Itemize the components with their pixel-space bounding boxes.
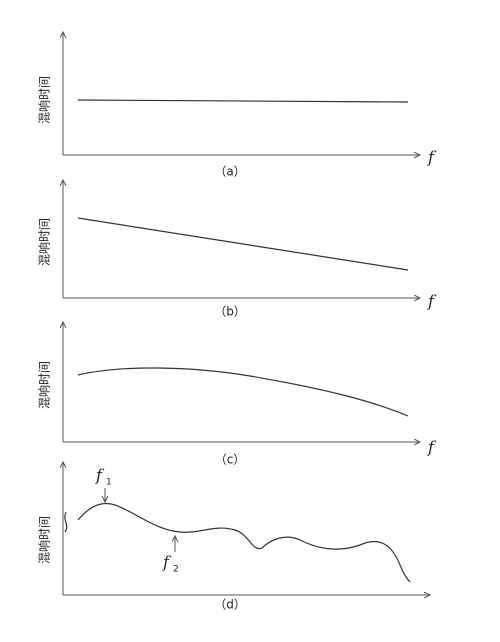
x-label: f bbox=[427, 438, 437, 457]
panel-d: 混响时间 （d） f 1 f 2 bbox=[37, 462, 431, 612]
caption: （a） bbox=[214, 165, 245, 179]
y-label: 混响时间 bbox=[37, 516, 52, 564]
x-label: f bbox=[427, 148, 437, 167]
caption: （d） bbox=[214, 598, 246, 612]
marker-sub: 2 bbox=[173, 565, 179, 575]
panel-a: 混响时间 f （a） bbox=[37, 32, 437, 179]
panel-c: 混响时间 f （c） bbox=[37, 322, 437, 467]
marker-label: f bbox=[162, 553, 172, 572]
curve bbox=[64, 502, 411, 583]
curve bbox=[77, 217, 409, 271]
y-label: 混响时间 bbox=[37, 218, 52, 266]
panel-b: 混响时间 f （b） bbox=[37, 180, 437, 319]
caption: （c） bbox=[215, 453, 246, 467]
marker-f1: f 1 bbox=[95, 466, 112, 503]
caption: （b） bbox=[214, 305, 246, 319]
y-label: 混响时间 bbox=[37, 76, 52, 124]
marker-f2: f 2 bbox=[162, 536, 179, 575]
marker-sub: 1 bbox=[106, 478, 112, 488]
curve bbox=[77, 99, 409, 103]
curve bbox=[77, 367, 409, 417]
x-label: f bbox=[427, 292, 437, 311]
marker-label: f bbox=[95, 466, 105, 485]
y-label: 混响时间 bbox=[37, 361, 52, 409]
